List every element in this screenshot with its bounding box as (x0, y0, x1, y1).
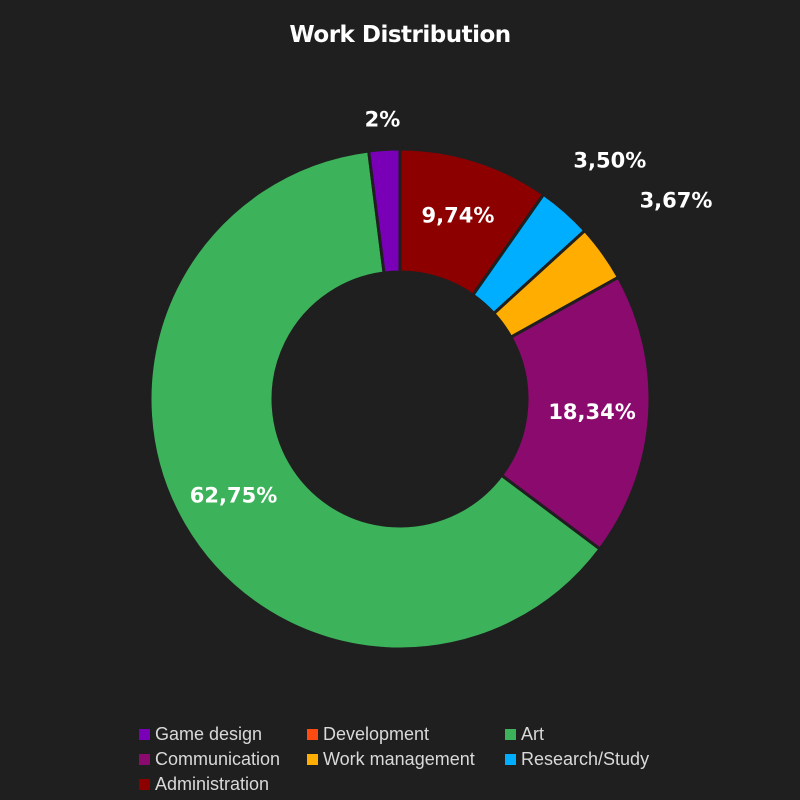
legend-swatch (139, 754, 150, 765)
legend-swatch (505, 729, 516, 740)
legend-row: Communication Work management Research/Stu… (139, 747, 699, 772)
slice-game-design (366, 147, 402, 275)
legend-row: Administration (139, 772, 699, 797)
slice-communication (499, 275, 652, 552)
chart-title: Work Distribution (289, 22, 511, 48)
legend-label: Work management (323, 749, 475, 769)
legend-label: Art (521, 724, 545, 744)
data-label-research-study: 3,50% (573, 149, 646, 173)
legend-swatch (139, 779, 150, 790)
data-label-communication: 18,34% (548, 400, 635, 424)
donut-slices (148, 147, 652, 651)
legend-item-art[interactable]: Art (505, 724, 544, 745)
legend-swatch (307, 729, 318, 740)
data-label-art: 62,75% (190, 484, 277, 508)
slice-art (148, 149, 603, 651)
legend-label: Research/Study (521, 749, 650, 769)
legend-item-research-study[interactable]: Research/Study (505, 749, 649, 770)
data-label-administration: 9,74% (422, 203, 495, 227)
legend-item-work-management[interactable]: Work management (307, 749, 505, 770)
data-label-game-design: 2% (365, 108, 401, 132)
legend-item-administration[interactable]: Administration (139, 774, 307, 795)
chart-legend: Game design Development Art Communication Wo… (139, 722, 699, 797)
legend-swatch (505, 754, 516, 765)
legend-label: Development (323, 724, 430, 744)
legend-item-development[interactable]: Development (307, 724, 505, 745)
legend-row: Game design Development Art (139, 722, 699, 747)
legend-label: Communication (155, 749, 281, 769)
donut-labels: 9,74% 3,50% 3,67% 18,34% 62,75% 2% (190, 108, 713, 508)
legend-item-communication[interactable]: Communication (139, 749, 307, 770)
legend-label: Administration (155, 774, 270, 794)
legend-swatch (307, 754, 318, 765)
data-label-work-management: 3,67% (640, 188, 713, 212)
legend-swatch (139, 729, 150, 740)
legend-label: Game design (155, 724, 263, 744)
legend-item-game-design[interactable]: Game design (139, 724, 307, 745)
